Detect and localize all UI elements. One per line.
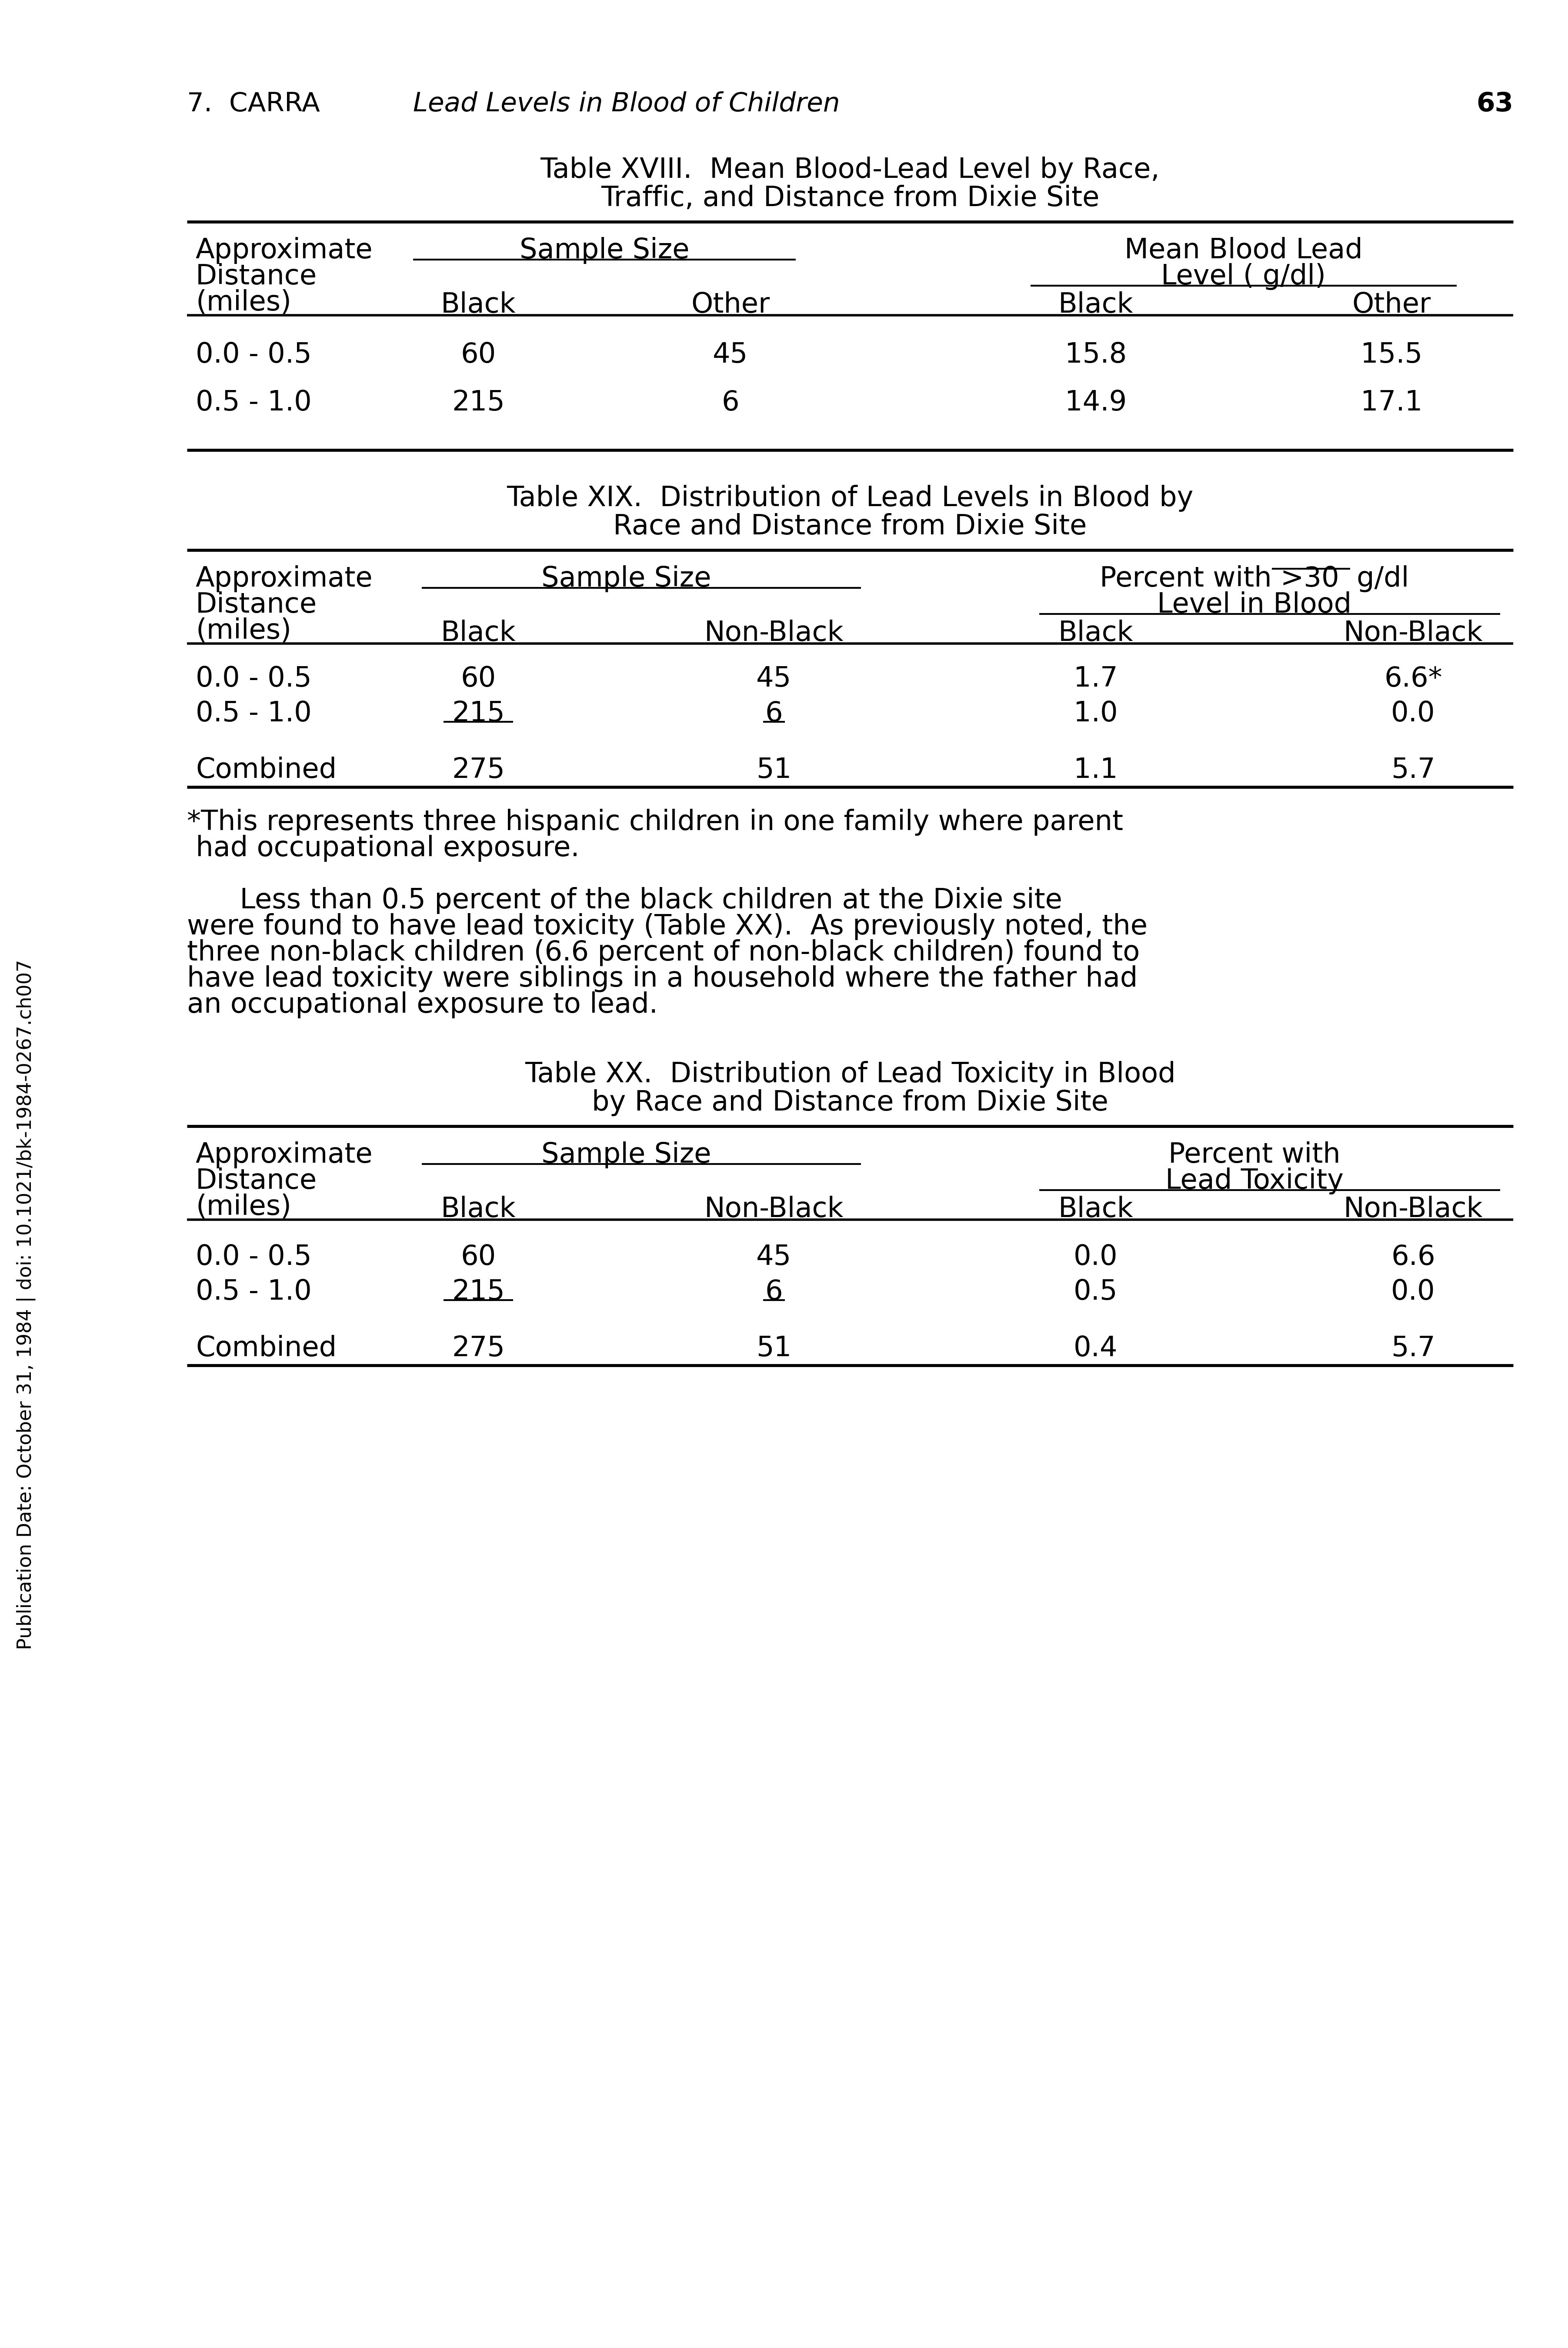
Text: Other: Other	[691, 291, 770, 319]
Text: Approximate: Approximate	[196, 566, 373, 592]
Text: 45: 45	[756, 664, 792, 693]
Text: Approximate: Approximate	[196, 237, 373, 263]
Text: an occupational exposure to lead.: an occupational exposure to lead.	[187, 991, 659, 1019]
Text: Distance: Distance	[196, 263, 317, 291]
Text: 60: 60	[461, 664, 495, 693]
Text: Black: Black	[1058, 1195, 1134, 1223]
Text: Sample Size: Sample Size	[541, 566, 710, 592]
Text: 0.5 - 1.0: 0.5 - 1.0	[196, 700, 312, 728]
Text: 60: 60	[461, 340, 495, 369]
Text: 215: 215	[452, 700, 505, 728]
Text: Black: Black	[441, 620, 516, 646]
Text: Distance: Distance	[196, 1167, 317, 1195]
Text: 0.0 - 0.5: 0.0 - 0.5	[196, 340, 312, 369]
Text: 0.5: 0.5	[1074, 1277, 1118, 1305]
Text: Distance: Distance	[196, 592, 317, 618]
Text: Combined: Combined	[196, 1336, 337, 1362]
Text: 0.0: 0.0	[1391, 700, 1435, 728]
Text: Level in Blood: Level in Blood	[1157, 592, 1352, 618]
Text: Level ( g/dl): Level ( g/dl)	[1162, 263, 1327, 291]
Text: 6: 6	[721, 390, 740, 416]
Text: 0.4: 0.4	[1074, 1336, 1118, 1362]
Text: Sample Size: Sample Size	[541, 1141, 710, 1169]
Text: Traffic, and Distance from Dixie Site: Traffic, and Distance from Dixie Site	[601, 185, 1099, 211]
Text: 0.5 - 1.0: 0.5 - 1.0	[196, 1277, 312, 1305]
Text: Lead Toxicity: Lead Toxicity	[1165, 1167, 1344, 1195]
Text: *This represents three hispanic children in one family where parent: *This represents three hispanic children…	[187, 808, 1123, 836]
Text: 45: 45	[713, 340, 748, 369]
Text: Other: Other	[1352, 291, 1432, 319]
Text: were found to have lead toxicity (Table XX).  As previously noted, the: were found to have lead toxicity (Table …	[187, 913, 1148, 939]
Text: (miles): (miles)	[196, 618, 292, 643]
Text: 275: 275	[452, 756, 505, 784]
Text: have lead toxicity were siblings in a household where the father had: have lead toxicity were siblings in a ho…	[187, 965, 1138, 993]
Text: 5.7: 5.7	[1391, 1336, 1435, 1362]
Text: Table XVIII.  Mean Blood-Lead Level by Race,: Table XVIII. Mean Blood-Lead Level by Ra…	[541, 157, 1160, 183]
Text: 0.0 - 0.5: 0.0 - 0.5	[196, 664, 312, 693]
Text: 14.9: 14.9	[1065, 390, 1127, 416]
Text: Combined: Combined	[196, 756, 337, 784]
Text: Black: Black	[441, 1195, 516, 1223]
Text: Black: Black	[441, 291, 516, 319]
Text: 1.1: 1.1	[1074, 756, 1118, 784]
Text: Non-Black: Non-Black	[1344, 1195, 1483, 1223]
Text: Sample Size: Sample Size	[519, 237, 690, 263]
Text: 51: 51	[756, 756, 792, 784]
Text: 0.0: 0.0	[1074, 1244, 1118, 1270]
Text: 215: 215	[452, 390, 505, 416]
Text: 1.7: 1.7	[1074, 664, 1118, 693]
Text: 45: 45	[756, 1244, 792, 1270]
Text: three non-black children (6.6 percent of non-black children) found to: three non-black children (6.6 percent of…	[187, 939, 1140, 965]
Text: Race and Distance from Dixie Site: Race and Distance from Dixie Site	[613, 514, 1087, 540]
Text: 60: 60	[461, 1244, 495, 1270]
Text: Percent with >30  g/dl: Percent with >30 g/dl	[1099, 566, 1410, 592]
Text: 15.5: 15.5	[1361, 340, 1422, 369]
Text: Black: Black	[1058, 620, 1134, 646]
Text: 63: 63	[1475, 92, 1513, 117]
Text: 6.6*: 6.6*	[1385, 664, 1443, 693]
Text: 6.6: 6.6	[1391, 1244, 1435, 1270]
Text: 1.0: 1.0	[1074, 700, 1118, 728]
Text: 0.5 - 1.0: 0.5 - 1.0	[196, 390, 312, 416]
Text: Lead Levels in Blood of Children: Lead Levels in Blood of Children	[412, 92, 840, 117]
Text: had occupational exposure.: had occupational exposure.	[187, 836, 580, 862]
Text: 215: 215	[452, 1277, 505, 1305]
Text: 7.  CARRA: 7. CARRA	[187, 92, 320, 117]
Text: Less than 0.5 percent of the black children at the Dixie site: Less than 0.5 percent of the black child…	[187, 888, 1062, 913]
Text: Publication Date: October 31, 1984 | doi: 10.1021/bk-1984-0267.ch007: Publication Date: October 31, 1984 | doi…	[16, 960, 36, 1651]
Text: Percent with: Percent with	[1168, 1141, 1341, 1169]
Text: Black: Black	[1058, 291, 1134, 319]
Text: 0.0: 0.0	[1391, 1277, 1435, 1305]
Text: 15.8: 15.8	[1065, 340, 1127, 369]
Text: Non-Black: Non-Black	[704, 620, 844, 646]
Text: 275: 275	[452, 1336, 505, 1362]
Text: Table XIX.  Distribution of Lead Levels in Blood by: Table XIX. Distribution of Lead Levels i…	[506, 484, 1193, 512]
Text: Non-Black: Non-Black	[1344, 620, 1483, 646]
Text: by Race and Distance from Dixie Site: by Race and Distance from Dixie Site	[591, 1089, 1109, 1115]
Text: 5.7: 5.7	[1391, 756, 1435, 784]
Text: 6: 6	[765, 700, 782, 728]
Text: (miles): (miles)	[196, 289, 292, 317]
Text: 17.1: 17.1	[1361, 390, 1422, 416]
Text: Non-Black: Non-Black	[704, 1195, 844, 1223]
Text: Approximate: Approximate	[196, 1141, 373, 1169]
Text: (miles): (miles)	[196, 1193, 292, 1221]
Text: Table XX.  Distribution of Lead Toxicity in Blood: Table XX. Distribution of Lead Toxicity …	[525, 1061, 1176, 1087]
Text: 6: 6	[765, 1277, 782, 1305]
Text: Mean Blood Lead: Mean Blood Lead	[1124, 237, 1363, 263]
Text: 51: 51	[756, 1336, 792, 1362]
Text: 0.0 - 0.5: 0.0 - 0.5	[196, 1244, 312, 1270]
